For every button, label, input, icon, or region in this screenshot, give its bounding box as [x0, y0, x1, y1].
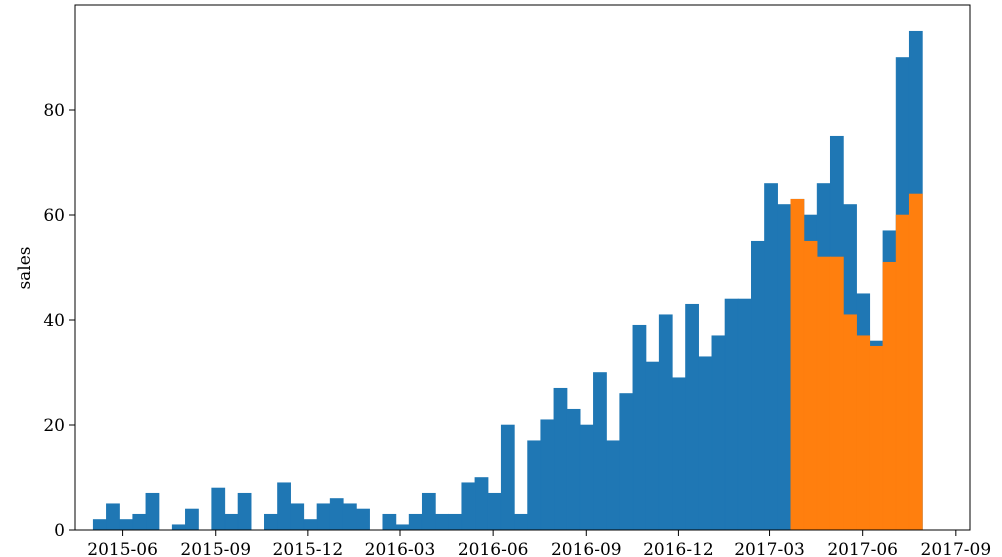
bar — [908, 193, 923, 531]
bar — [882, 261, 897, 531]
x-tick-label: 2016-03 — [365, 540, 436, 557]
bar — [895, 214, 910, 531]
bar — [132, 513, 147, 531]
bar — [790, 198, 805, 531]
bar — [106, 503, 120, 531]
bar — [553, 387, 568, 531]
bar — [751, 240, 765, 531]
bar — [395, 524, 410, 531]
bar — [672, 377, 686, 531]
bar — [224, 513, 239, 531]
bar — [474, 477, 489, 531]
bar — [316, 503, 331, 531]
bar — [435, 513, 449, 531]
bar — [527, 440, 542, 531]
bar — [869, 345, 884, 531]
x-tick-label: 2017-03 — [734, 540, 805, 557]
bar — [356, 508, 370, 531]
x-tick-label: 2016-06 — [458, 540, 529, 557]
bar — [619, 393, 634, 531]
bar — [816, 256, 831, 531]
bar — [342, 503, 357, 531]
bar — [566, 408, 581, 531]
bar — [487, 492, 502, 531]
bar — [606, 440, 620, 531]
bar — [119, 519, 134, 531]
bar — [856, 335, 871, 531]
x-tick-label: 2015-12 — [273, 540, 344, 557]
bar — [264, 513, 278, 531]
y-axis-label: sales — [15, 246, 35, 289]
bar — [421, 492, 436, 531]
plot-frame — [74, 4, 971, 531]
bar — [579, 424, 594, 531]
bar — [237, 492, 252, 531]
x-tick-label: 2017-06 — [827, 540, 898, 557]
bar — [290, 503, 305, 531]
bar — [724, 298, 739, 531]
bar — [803, 240, 818, 531]
x-tick-label: 2016-12 — [643, 540, 714, 557]
y-tick-label: 60 — [43, 206, 65, 226]
x-tick-label: 2015-06 — [87, 540, 158, 557]
bar — [514, 513, 528, 531]
bar — [658, 314, 673, 531]
bar — [737, 298, 752, 531]
bar — [382, 513, 397, 531]
y-tick-label: 20 — [43, 416, 65, 436]
y-tick-label: 40 — [43, 311, 65, 331]
x-tick-label: 2015-09 — [180, 540, 251, 557]
bar — [540, 419, 555, 531]
bar — [461, 482, 476, 531]
bar — [145, 492, 160, 531]
bar — [698, 356, 713, 531]
bar — [500, 424, 515, 531]
bar — [829, 256, 844, 531]
x-tick-label: 2016-09 — [551, 540, 622, 557]
bar — [211, 487, 226, 531]
bar — [777, 204, 792, 531]
bar — [408, 513, 423, 531]
bar — [171, 524, 186, 531]
x-tick-label: 2017-09 — [921, 540, 992, 557]
y-tick-label: 0 — [54, 521, 65, 541]
bar — [303, 519, 318, 531]
bar — [185, 508, 199, 531]
bar — [764, 183, 778, 531]
bar — [329, 498, 344, 531]
bar — [843, 314, 857, 531]
bar — [448, 513, 463, 531]
bar — [92, 519, 107, 531]
y-tick-label: 80 — [43, 101, 65, 121]
bar — [645, 361, 660, 531]
bar — [711, 335, 726, 531]
bar — [685, 303, 699, 531]
bar — [277, 482, 291, 531]
bar — [593, 372, 607, 531]
bar — [632, 324, 647, 531]
